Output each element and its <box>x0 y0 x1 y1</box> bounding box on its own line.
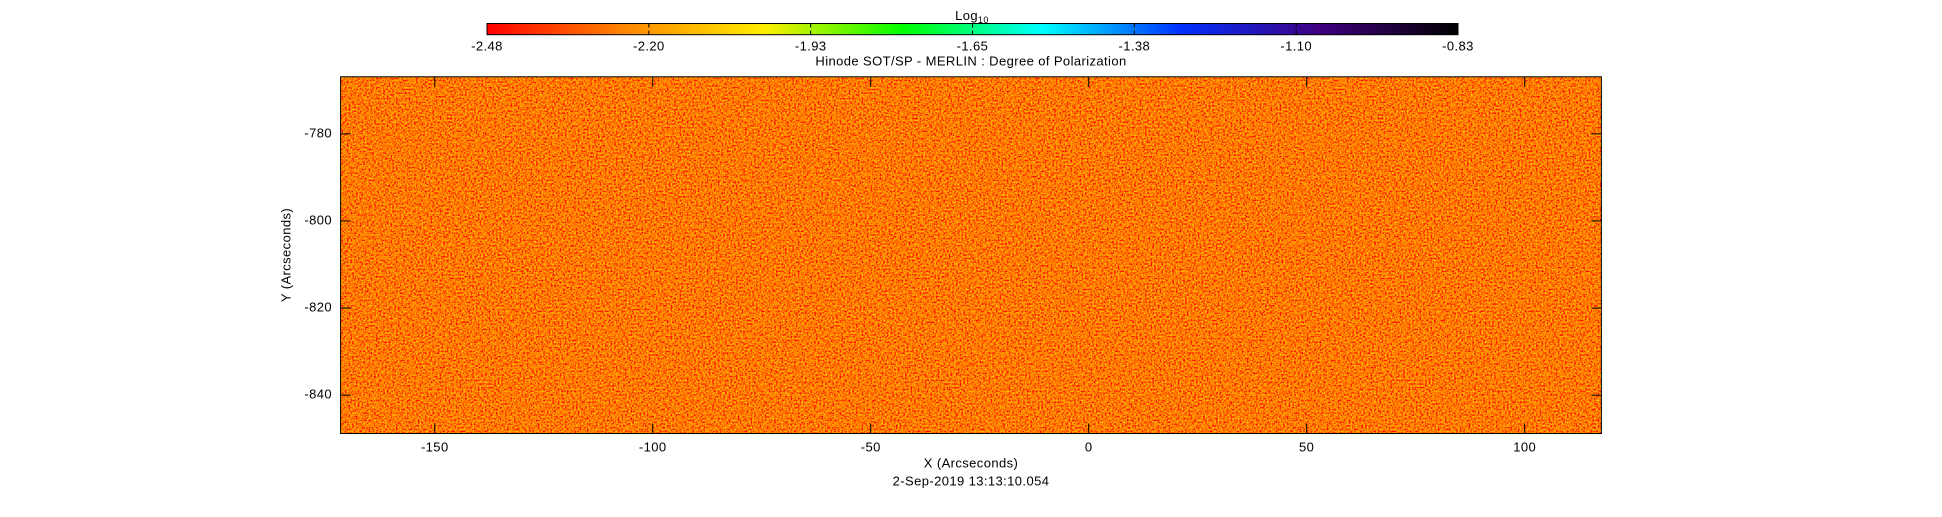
x-tick-label: 0 <box>1085 439 1093 454</box>
colorbar-tick-label: -1.93 <box>795 38 827 53</box>
colorbar-tick-label: -1.10 <box>1280 38 1312 53</box>
colorbar-tick-label: -2.20 <box>633 38 665 53</box>
footer-date: 2-Sep-2019 13:13:10.054 <box>893 473 1050 488</box>
colorbar-tick-label: -0.83 <box>1442 38 1474 53</box>
x-tick-label: -100 <box>639 439 667 454</box>
y-tick-label: -800 <box>304 212 332 227</box>
colorbar-tick-label: -1.38 <box>1119 38 1151 53</box>
x-tick-label: 50 <box>1299 439 1314 454</box>
x-axis-label: X (Arcseconds) <box>924 455 1018 470</box>
y-tick-label: -840 <box>304 387 332 402</box>
colorbar-label-base: Log <box>955 8 978 23</box>
y-tick-label: -780 <box>304 125 332 140</box>
chart-title: Hinode SOT/SP - MERLIN : Degree of Polar… <box>815 53 1126 68</box>
y-axis-label: Y (Arcseconds) <box>278 208 293 302</box>
x-tick-label: 100 <box>1513 439 1536 454</box>
colorbar-label: Log10 <box>955 8 989 25</box>
x-tick-label: -150 <box>421 439 449 454</box>
heatmap-texture <box>340 76 1602 434</box>
colorbar-tick-label: -1.65 <box>957 38 989 53</box>
y-tick-label: -820 <box>304 300 332 315</box>
x-tick-label: -50 <box>861 439 881 454</box>
plot-frame <box>340 76 1602 435</box>
colorbar-tick-label: -2.48 <box>471 38 503 53</box>
colorbar-label-subscript: 10 <box>978 15 989 25</box>
